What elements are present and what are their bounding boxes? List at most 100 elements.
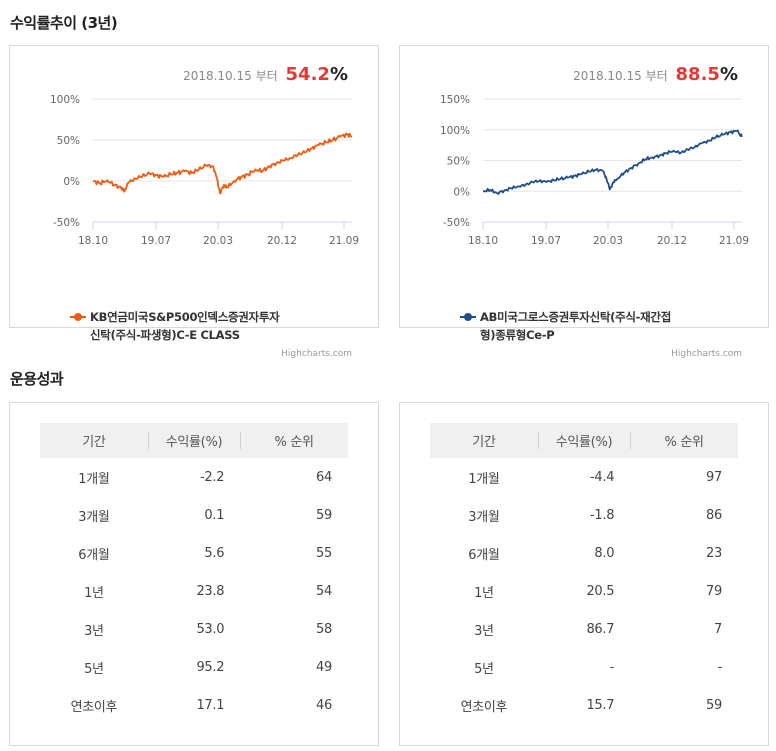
rank-cell: 79 [706,583,722,599]
return-cell: -1.8 [590,507,615,523]
credits-1[interactable]: Highcharts.com [281,349,352,359]
rank-cell: 59 [706,697,722,713]
chart-panel-2: 2018.10.15 부터 88.5% 150% 100% 50% 0% -50% 18.… [399,45,769,359]
legend-label-1-line-1: KB연금미국S&P500인덱스증권자투자 [90,310,280,324]
y-tick-label: 100% [50,94,80,106]
rank-cell: 54 [316,583,332,599]
table-row: 1년 20.5 79 [430,572,738,610]
rank-cell: 97 [706,469,722,485]
table-row: 3개월 0.1 59 [40,496,348,534]
x-tick-label: 19.07 [141,235,171,247]
legend-marker-1 [70,313,86,321]
x-tick-label: 18.10 [78,235,108,247]
table-row: 연초이후 17.1 46 [40,686,348,724]
period-cell: 3개월 [78,509,110,525]
table-row: 3년 53.0 58 [40,610,348,648]
rank-cell: 49 [316,659,332,675]
performance-title: 운용성과 [10,370,64,388]
legend-label-1-line-2: 신탁(주식-파생형)C-E CLASS [90,328,240,342]
y-tick-label: 50% [57,135,80,147]
table-row: 3개월 -1.8 86 [430,496,738,534]
return-cell: 15.7 [586,697,615,713]
y-tick-label: 150% [440,94,470,106]
return-cell: 8.0 [594,545,615,561]
period-cell: 3년 [84,623,104,639]
return-cell: 0.1 [204,507,225,523]
period-cell: 1년 [474,585,494,601]
table-row: 6개월 8.0 23 [430,534,738,572]
period-cell: 연초이후 [460,699,508,715]
x-tick-label: 19.07 [531,235,561,247]
credits-2[interactable]: Highcharts.com [671,349,742,359]
return-cell: 23.8 [196,583,225,599]
returns-trend-title: 수익률추이 (3년) [10,14,118,32]
y-tick-label: -50% [53,217,80,229]
return-cell: 17.1 [196,697,225,713]
rank-cell: 58 [316,621,332,637]
x-tick-label: 20.03 [593,235,623,247]
x-tick-label: 20.03 [203,235,233,247]
header-period: 기간 [40,423,148,458]
period-cell: 1개월 [468,471,500,487]
rank-cell: - [717,659,723,675]
rank-cell: 59 [316,507,332,523]
period-cell: 1개월 [78,471,110,487]
rank-cell: 23 [706,545,722,561]
period-cell: 6개월 [468,547,500,563]
return-cell: 5.6 [204,545,225,561]
rank-cell: 7 [714,621,722,637]
legend-label-2-line-1: AB미국그로스증권투자신탁(주식-재간접 [480,310,671,324]
period-cell: 3개월 [468,509,500,525]
performance-panel-1: 기간 수익률(%) % 순위 1개월 -2.2 64 3개월 0.1 59 6개월 5.6 55… [9,402,379,746]
x-tick-label: 21.09 [719,235,749,247]
header-return: 수익률(%) [147,423,241,458]
pct-sign-1: % [329,64,348,85]
pct-sign-2: % [719,64,738,85]
legend-1[interactable]: KB연금미국S&P500인덱스증권자투자 신탁(주식-파생형)C-E CLASS [70,308,350,344]
series-line-2[interactable] [483,129,743,196]
line-chart-1: 100% 50% 0% -50% 18.10 19.07 20.03 20.12 21.09 [50,94,359,247]
period-cell: 1년 [84,585,104,601]
rank-cell: 64 [316,469,332,485]
total-return-1: 54.2 [285,64,330,85]
period-cell: 3년 [474,623,494,639]
performance-table-2: 기간 수익률(%) % 순위 1개월 -4.4 97 3개월 -1.8 86 6개월 8.0 2… [430,423,738,724]
y-tick-label: -50% [443,217,470,229]
table-row: 연초이후 15.7 59 [430,686,738,724]
since-date-2: 2018.10.15 [573,69,642,83]
legend-marker-2 [460,313,476,321]
y-tick-label: 0% [63,176,80,188]
header-rank: % 순위 [630,423,738,458]
x-tick-label: 21.09 [329,235,359,247]
period-cell: 연초이후 [70,699,118,715]
table-row: 1개월 -4.4 97 [430,458,738,496]
total-return-2: 88.5 [675,64,720,85]
table-header-row: 기간 수익률(%) % 순위 [40,423,348,458]
since-word-2: 부터 [645,69,668,83]
rank-cell: 55 [316,545,332,561]
period-cell: 5년 [84,661,104,677]
chart-panel-1: 2018.10.15 부터 54.2% 100% 50% 0% -50% 18.10 19… [9,45,379,359]
rank-cell: 86 [706,507,722,523]
rank-cell: 46 [316,697,332,713]
table-row: 5년 - - [430,648,738,686]
since-word-1: 부터 [255,69,278,83]
return-cell: -4.4 [590,469,615,485]
header-return: 수익률(%) [537,423,631,458]
legend-label-2-line-2: 형)종류형Ce-P [480,328,555,342]
performance-panel-2: 기간 수익률(%) % 순위 1개월 -4.4 97 3개월 -1.8 86 6개월 8.0 2… [399,402,769,746]
series-line-1[interactable] [93,132,353,195]
y-tick-label: 0% [453,186,470,198]
return-cell: 86.7 [586,621,615,637]
since-date-1: 2018.10.15 [183,69,252,83]
legend-2[interactable]: AB미국그로스증권투자신탁(주식-재간접 형)종류형Ce-P [460,308,740,344]
x-tick-label: 18.10 [468,235,498,247]
return-cell: -2.2 [200,469,225,485]
table-row: 6개월 5.6 55 [40,534,348,572]
y-tick-label: 50% [447,156,470,168]
table-row: 3년 86.7 7 [430,610,738,648]
since-label-1: 2018.10.15 부터 54.2% [183,64,348,85]
return-cell: 20.5 [586,583,615,599]
header-period: 기간 [430,423,538,458]
period-cell: 5년 [474,661,494,677]
